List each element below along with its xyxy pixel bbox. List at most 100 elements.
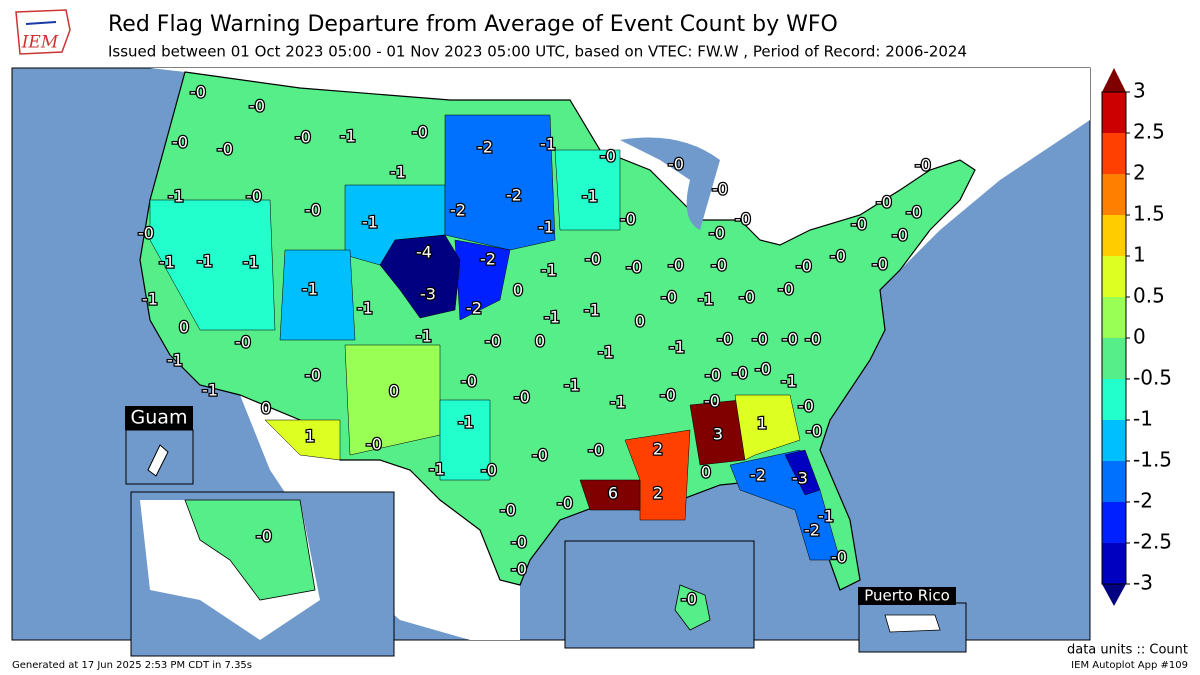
- under-arrow: [1102, 584, 1126, 606]
- wfo-label: 1: [305, 427, 315, 446]
- wfo-label: -0: [798, 397, 814, 416]
- wfo-label: -0: [514, 388, 530, 407]
- wfo-label: -1: [416, 327, 432, 346]
- pr-inset: [858, 602, 967, 653]
- wfo-label: 2: [653, 484, 663, 503]
- wfo-label: -0: [626, 258, 642, 277]
- wfo-label: 0: [513, 281, 523, 300]
- wfo-label: -0: [620, 210, 636, 229]
- wfo-label: -1: [538, 218, 554, 237]
- wfo-label: -1: [564, 376, 580, 395]
- wfo-label: -0: [461, 372, 477, 391]
- wfo-label: -1: [544, 308, 560, 327]
- wfo-label: -0: [668, 155, 684, 174]
- wfo-label: -0: [500, 501, 516, 520]
- region: [554, 149, 621, 231]
- wfo-label: -0: [511, 533, 527, 552]
- wfo-label: -2: [477, 138, 493, 157]
- wfo-label: -0: [532, 446, 548, 465]
- great-lakes: [620, 137, 720, 230]
- map: Guam Puerto Rico -0-0-0 -1 -0-2 -1-0 -0-0 -0-…: [11, 67, 1091, 657]
- colorbar-segment: [1102, 502, 1126, 543]
- wfo-label: -1: [362, 213, 378, 232]
- colorbar-segment: [1102, 338, 1126, 379]
- wfo-label: -1: [584, 301, 600, 320]
- subtitle: Issued between 01 Oct 2023 05:00 - 01 No…: [108, 43, 967, 61]
- wfo-label: -3: [420, 285, 436, 304]
- wfo-label: -0: [585, 250, 601, 269]
- guam: [147, 444, 169, 477]
- guam-label-bg: [125, 406, 193, 430]
- wfo-label: -0: [752, 330, 768, 349]
- region: [734, 394, 801, 461]
- logo: IEM: [15, 9, 71, 55]
- wfo-label: -1: [357, 299, 373, 318]
- colorbar-segment: [1102, 420, 1126, 461]
- wfo-label: -1: [197, 252, 213, 271]
- pr-label: Puerto Rico: [864, 587, 950, 605]
- generated: Generated at 17 Jun 2025 2:53 PM CDT in …: [12, 660, 252, 671]
- wfo-label: -0: [246, 187, 262, 206]
- pr-label-bg: [858, 587, 956, 605]
- wfo-label: -0: [876, 193, 892, 212]
- colorbar-tick-label: 3: [1133, 79, 1146, 103]
- wfo-label: -0: [190, 83, 206, 102]
- over-arrow: [1102, 68, 1126, 92]
- wfo-label: -0: [660, 386, 676, 405]
- wfo-label: -0: [872, 255, 888, 274]
- wfo-label: -0: [681, 590, 697, 609]
- wfo-label: -0: [235, 333, 251, 352]
- wfo-label: -0: [796, 257, 812, 276]
- wfo-label: -1: [540, 135, 556, 154]
- region: [379, 234, 461, 319]
- wfo-label: -0: [588, 441, 604, 460]
- wfo-label: -0: [305, 366, 321, 385]
- colorbar-tick-label: 1.5: [1133, 202, 1165, 226]
- hawaii: [674, 584, 711, 631]
- colorbar-segment: [1102, 379, 1126, 420]
- wfo-label: -1: [142, 290, 158, 309]
- wfo-label: -1: [168, 187, 184, 206]
- colorbar-segment: [1102, 297, 1126, 338]
- colorbar-segment: [1102, 92, 1126, 133]
- wfo-label: -0: [755, 360, 771, 379]
- wfo-label: -0: [915, 156, 931, 175]
- colorbar-tick-label: -2.5: [1133, 530, 1172, 554]
- wfo-label: -1: [243, 253, 259, 272]
- colorbar-tick-label: -1.5: [1133, 448, 1172, 472]
- wfo-label: -0: [557, 494, 573, 513]
- wfo-label: -0: [481, 461, 497, 480]
- wfo-label: 0: [261, 399, 271, 418]
- wfo-label: -0: [806, 422, 822, 441]
- colorbar-tick-label: 0.5: [1133, 284, 1165, 308]
- wfo-label: 0: [535, 332, 545, 351]
- region: [439, 399, 491, 481]
- title: Red Flag Warning Departure from Average …: [108, 12, 838, 37]
- wfo-label: -1: [458, 413, 474, 432]
- wfo-label: -0: [668, 256, 684, 275]
- wfo-label: -1: [302, 280, 318, 299]
- wfo-label: -0: [485, 332, 501, 351]
- wfo-label: -0: [831, 548, 847, 567]
- wfo-label: -0: [217, 140, 233, 159]
- wfo-label: -2: [804, 521, 820, 540]
- colorbar-segment: [1102, 461, 1126, 502]
- wfo-label: -1: [340, 127, 356, 146]
- wfo-label: -0: [711, 256, 727, 275]
- wfo-label: 1: [757, 414, 767, 433]
- region: [149, 199, 276, 331]
- wfo-label: -0: [712, 180, 728, 199]
- wfo-label: -1: [610, 393, 626, 412]
- wfo-label: -1: [698, 290, 714, 309]
- wfo-label: -0: [412, 123, 428, 142]
- wfo-label: -0: [830, 247, 846, 266]
- colorbar-tick-label: -3: [1133, 571, 1153, 595]
- wfo-label: -0: [600, 147, 616, 166]
- wfo-label: -0: [366, 435, 382, 454]
- wfo-label: -3: [792, 469, 808, 488]
- wfo-label: -0: [661, 288, 677, 307]
- wfo-label: -0: [778, 280, 794, 299]
- wfo-label: -0: [805, 330, 821, 349]
- colorbar-tick-label: -1: [1133, 407, 1153, 431]
- colorbar-tick-label: -0.5: [1133, 366, 1172, 390]
